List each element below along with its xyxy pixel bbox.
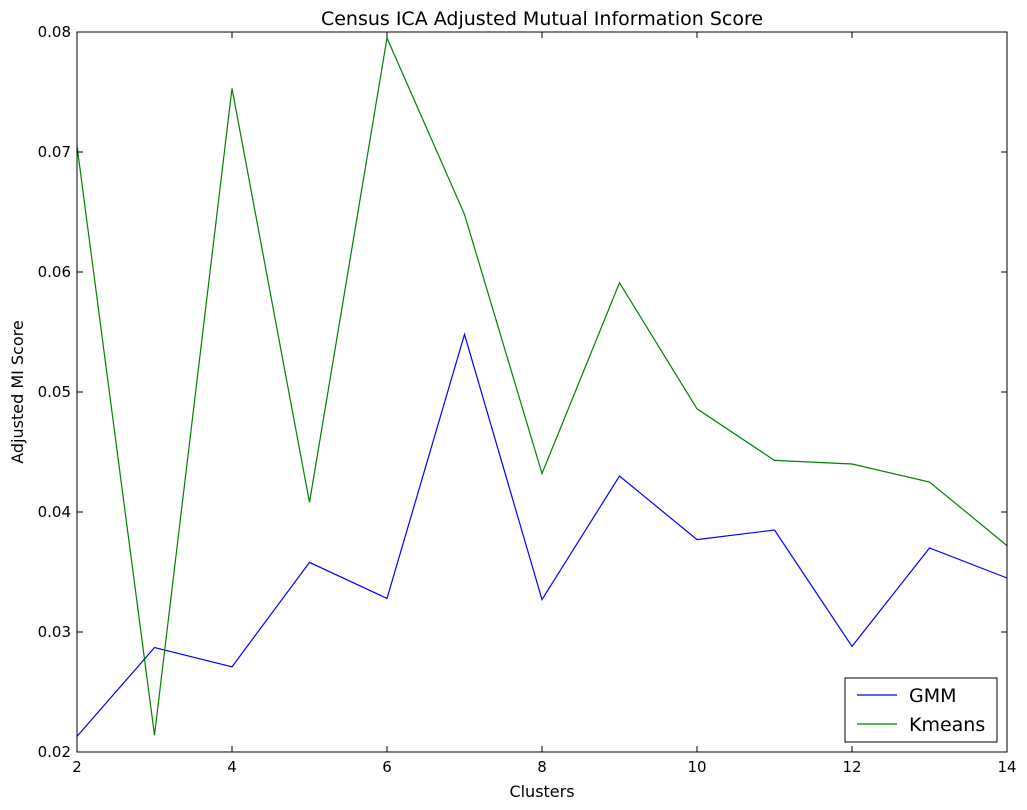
x-tick-label: 4 — [227, 758, 237, 776]
x-axis-title: Clusters — [509, 782, 574, 801]
legend: GMM Kmeans — [844, 677, 998, 743]
ticks-layer: 2 4 6 8 10 12 14 0.02 0.03 0.04 0.05 0.06 0.07 0.08 — [38, 23, 1017, 776]
x-tick-label: 10 — [687, 758, 706, 776]
x-tick-label: 6 — [382, 758, 392, 776]
x-tick-label: 2 — [72, 758, 82, 776]
series-line-kmeans — [76, 35, 1008, 736]
legend-label-gmm: GMM — [909, 685, 957, 707]
y-axis-title: Adjusted MI Score — [8, 320, 27, 464]
y-tick-label: 0.02 — [38, 743, 71, 761]
y-tick-label: 0.07 — [38, 143, 71, 161]
plot-frame — [76, 31, 1008, 753]
y-tick-label: 0.04 — [38, 503, 71, 521]
x-tick-label: 14 — [997, 758, 1016, 776]
y-tick-label: 0.05 — [38, 383, 71, 401]
y-tick-label: 0.06 — [38, 263, 71, 281]
x-tick-label: 8 — [537, 758, 547, 776]
legend-label-kmeans: Kmeans — [909, 714, 985, 736]
legend-box — [844, 677, 998, 743]
chart-title: Census ICA Adjusted Mutual Information S… — [321, 8, 763, 30]
series-line-gmm — [76, 332, 1008, 737]
x-tick-label: 12 — [842, 758, 861, 776]
y-tick-label: 0.03 — [38, 623, 71, 641]
series-layer — [76, 35, 1008, 737]
y-tick-label: 0.08 — [38, 23, 71, 41]
